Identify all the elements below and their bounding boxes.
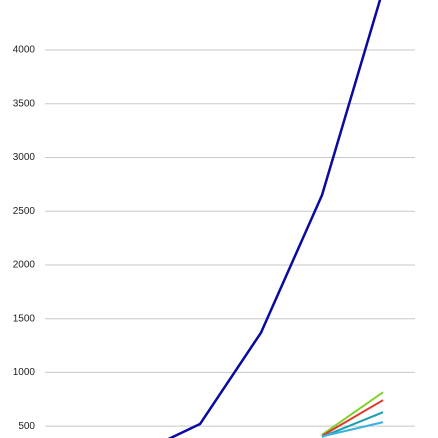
y-tick-label: 1500 <box>13 313 36 324</box>
y-tick-label: 3500 <box>13 98 36 109</box>
series-line <box>321 391 384 436</box>
series-line <box>321 421 384 438</box>
y-tick-label: 3000 <box>13 152 36 163</box>
y-tick-label: 2500 <box>13 206 36 217</box>
series-line <box>167 0 382 438</box>
y-tick-label: 1000 <box>13 367 36 378</box>
series-line <box>321 411 384 438</box>
y-tick-label: 500 <box>18 421 35 432</box>
y-tick-label: 2000 <box>13 260 36 271</box>
y-tick-label: 4000 <box>13 45 36 56</box>
series-line <box>321 399 384 437</box>
